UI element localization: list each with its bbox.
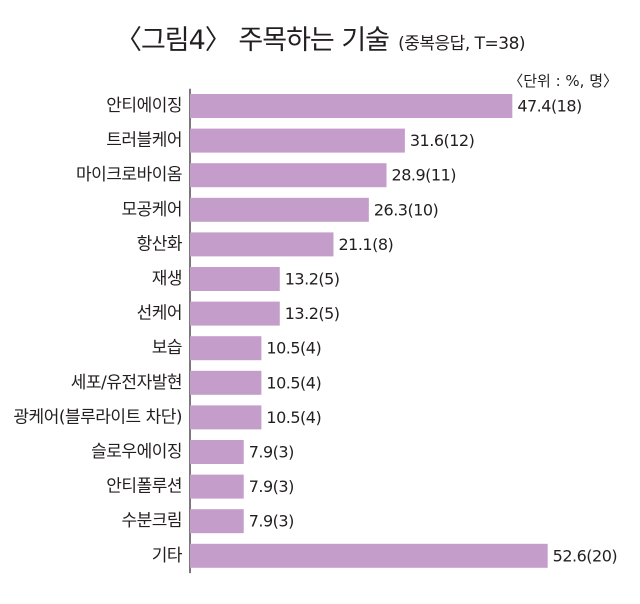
chart-title-main: 〈그림4〉 주목하는 기술 [114,25,390,56]
bar [190,543,548,568]
value-label: 7.9(3) [249,512,294,531]
bar [190,474,244,499]
value-label: 28.9(11) [392,166,456,185]
bar [190,336,262,361]
bar [190,370,262,395]
value-label: 7.9(3) [249,443,294,462]
value-label: 13.2(5) [285,270,340,289]
value-labels: 47.4(18) 31.6(12) 28.9(11) 26.3(10) 21.1(8) 1… [249,97,618,566]
category-labels: 안티에이징트러블케어마이크로바이옴모공케어항산화재생선케어보습세포/유전자발현광… [13,96,183,566]
bar [190,94,513,118]
value-label: 21.1(8) [338,235,393,254]
value-label: 31.6(12) [410,131,474,150]
bar [190,163,387,188]
bar [190,301,280,326]
category-label: 안티폴루션 [106,477,182,497]
value-label: 47.4(18) [517,97,581,116]
bar-group [190,94,548,568]
chart-title: 〈그림4〉 주목하는 기술 (중복응답, T=38) [0,18,640,57]
unit-note: 〈단위 : %, 명〉 [508,72,618,90]
value-label: 10.5(4) [266,339,321,358]
category-label: 기타 [152,546,183,566]
value-label: 26.3(10) [374,200,438,219]
category-label: 항산화 [137,234,183,254]
category-label: 선케어 [137,304,182,324]
category-label: 세포/유전자발현 [71,373,182,393]
category-label: 마이크로바이옴 [76,165,182,185]
category-label: 재생 [152,269,182,289]
chart-subtitle: (중복응답, T=38) [398,34,526,54]
value-label: 52.6(20) [553,546,617,565]
bar [190,232,334,257]
category-label: 안티에이징 [106,96,182,116]
category-label: 슬로우에이징 [91,442,182,462]
category-label: 트러블케어 [106,131,182,151]
category-label: 보습 [152,338,182,358]
category-label: 수분크림 [121,511,182,531]
bar [190,405,262,430]
category-label: 모공케어 [121,200,182,220]
category-label: 광케어(블루라이트 차단) [13,407,182,427]
value-label: 7.9(3) [249,477,294,496]
bar [190,267,280,291]
bar [190,509,244,534]
value-label: 13.2(5) [285,304,340,323]
bar [190,128,405,153]
bar [190,440,244,464]
bar [190,197,369,222]
value-label: 10.5(4) [266,373,321,392]
value-label: 10.5(4) [266,408,321,427]
